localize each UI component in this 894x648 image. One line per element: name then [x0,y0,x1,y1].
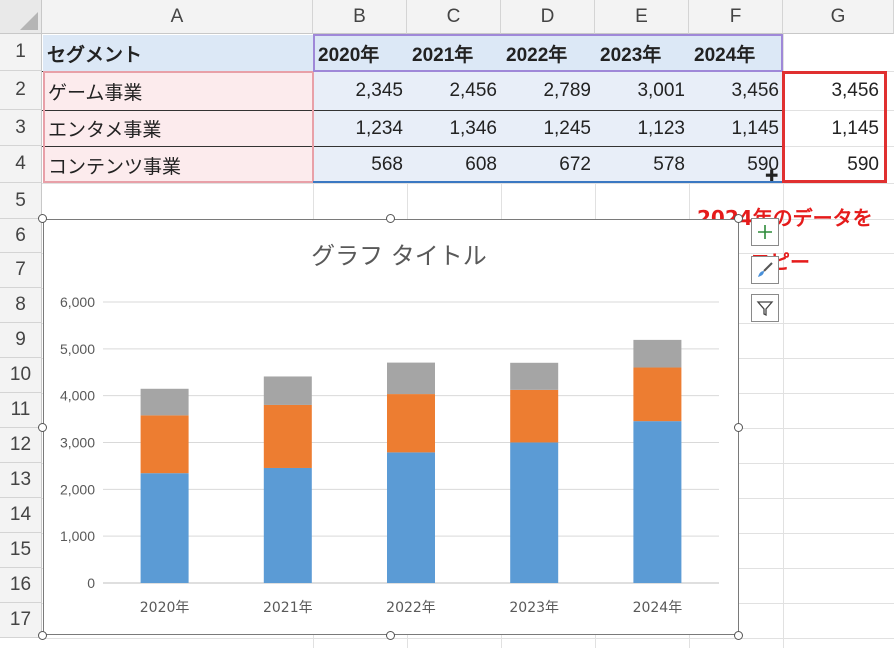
column-header-b[interactable]: B [313,0,407,34]
cell-a1[interactable]: セグメント [47,43,143,66]
cell-f2[interactable]: 3,456 [731,80,779,101]
cell-b4[interactable]: 568 [371,154,403,175]
resize-handle-tl[interactable] [38,214,47,223]
x-tick-label: 2023年 [509,600,559,616]
row-header-16[interactable]: 16 [0,568,42,603]
column-header-d[interactable]: D [501,0,595,34]
bar-segment [140,473,189,583]
row-header-6[interactable]: 6 [0,219,42,253]
bar-segment [633,421,682,583]
cell-b3[interactable]: 1,234 [355,117,403,139]
cell-f1[interactable]: 2024年 [694,44,756,66]
y-tick-label: 0 [87,575,95,591]
row-header-3[interactable]: 3 [0,110,42,146]
bar-segment [387,452,435,583]
cell-b2[interactable]: 2,345 [355,80,403,101]
bar-segment [387,394,435,453]
bar-segment [263,404,312,468]
copied-range-highlight [782,71,887,183]
resize-handle-l[interactable] [38,423,47,432]
row-header-1[interactable]: 1 [0,34,42,71]
x-tick-label: 2020年 [140,600,190,616]
cell-c3[interactable]: 1,346 [449,117,497,139]
resize-handle-br[interactable] [734,631,743,640]
cell-a3[interactable]: エンタメ事業 [48,119,162,141]
bar-segment [510,442,559,583]
cell-f4[interactable]: 590 [747,154,779,175]
cell-d2[interactable]: 2,789 [543,80,591,101]
cell-c4[interactable]: 608 [465,154,497,175]
chart-elements-button[interactable] [751,218,779,246]
cell-g2[interactable]: 3,456 [831,80,879,101]
cell-b1[interactable]: 2020年 [318,44,380,66]
row-header-5[interactable]: 5 [0,183,42,219]
x-tick-label: 2022年 [386,600,436,616]
y-tick-label: 1,000 [60,528,95,544]
row-header-11[interactable]: 11 [0,393,42,428]
row-header-9[interactable]: 9 [0,323,42,358]
chart-title: グラフ タイトル [311,242,487,270]
row-header-14[interactable]: 14 [0,498,42,533]
resize-handle-t[interactable] [386,214,395,223]
cell-a2[interactable]: ゲーム事業 [48,81,143,104]
cell-d3[interactable]: 1,245 [543,117,591,139]
y-tick-label: 4,000 [60,388,95,404]
cell-e1[interactable]: 2023年 [600,44,662,66]
bar-segment [263,376,312,405]
y-tick-label: 3,000 [60,435,95,451]
resize-handle-r[interactable] [734,423,743,432]
cell-d4[interactable]: 672 [559,154,591,175]
bar-segment [263,467,312,583]
bar-segment [140,415,189,474]
bar-segment [387,362,435,395]
row-header-2[interactable]: 2 [0,71,42,110]
row-header-4[interactable]: 4 [0,146,42,183]
row-header-8[interactable]: 8 [0,288,42,323]
column-header-a[interactable]: A [42,0,313,34]
cell-e2[interactable]: 3,001 [637,80,685,101]
y-tick-label: 5,000 [60,341,95,357]
bar-segment [633,339,682,368]
column-header-f[interactable]: F [689,0,783,34]
brush-icon [758,262,773,277]
cell-g3[interactable]: 1,145 [831,117,879,139]
row-header-7[interactable]: 7 [0,253,42,288]
row-header-12[interactable]: 12 [0,428,42,463]
filter-icon [756,301,774,317]
chart-filters-button[interactable] [751,294,779,322]
cell-c2[interactable]: 2,456 [449,80,497,101]
cell-g4[interactable]: 590 [847,154,879,175]
select-all-corner[interactable] [0,0,42,34]
cell-a4[interactable]: コンテンツ事業 [48,155,182,178]
resize-handle-tr[interactable] [734,214,743,223]
fill-cursor-icon: ✚ [765,166,779,185]
plus-icon [758,225,772,239]
resize-handle-bl[interactable] [38,631,47,640]
row-header-15[interactable]: 15 [0,533,42,568]
row-header-13[interactable]: 13 [0,463,42,498]
y-tick-label: 6,000 [60,294,95,310]
chart-plot: グラフ タイトル 0 1,000 2,000 3,000 4,000 5,000 6,000 2… [60,242,719,616]
column-header-g[interactable]: G [783,0,894,34]
bar-segment [140,388,189,416]
row-header-17[interactable]: 17 [0,603,42,638]
cell-c1[interactable]: 2021年 [412,44,474,66]
cell-f3[interactable]: 1,145 [731,117,779,139]
bar-segment [510,362,559,390]
y-tick-label: 2,000 [60,481,95,497]
chart-styles-button[interactable] [751,256,779,284]
column-header-e[interactable]: E [595,0,689,34]
column-header-c[interactable]: C [407,0,501,34]
row-header-10[interactable]: 10 [0,358,42,393]
stacked-column-chart[interactable]: グラフ タイトル 0 1,000 2,000 3,000 4,000 5,000 6,000 2… [43,219,739,635]
x-tick-label: 2021年 [263,600,313,616]
bar-segment [633,367,682,422]
cell-d1[interactable]: 2022年 [506,44,568,66]
resize-handle-b[interactable] [386,631,395,640]
bar-segment [510,389,559,443]
cell-e3[interactable]: 1,123 [637,117,685,139]
x-tick-label: 2024年 [633,600,683,616]
cell-e4[interactable]: 578 [653,154,685,175]
